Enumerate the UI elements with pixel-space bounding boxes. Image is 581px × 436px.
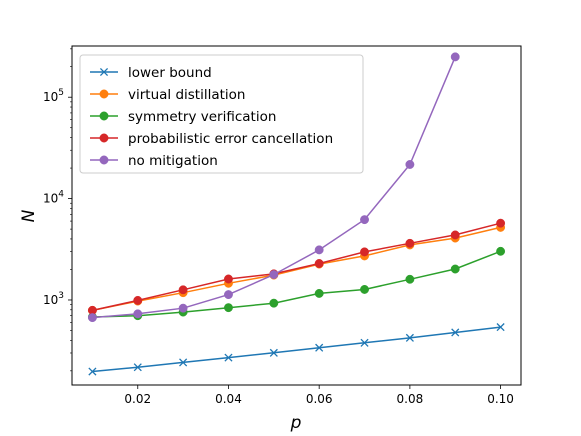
data-point	[451, 328, 460, 337]
legend-entry: lower bound	[90, 65, 212, 81]
data-point	[224, 353, 233, 362]
data-point	[450, 230, 460, 240]
series-lower-bound	[88, 323, 505, 376]
x-tick-label: 0.02	[124, 392, 151, 406]
legend-swatch-marker	[99, 133, 109, 143]
data-point	[496, 323, 505, 332]
series-line	[92, 226, 501, 312]
data-point	[179, 358, 188, 367]
data-point	[314, 288, 324, 298]
legend-entry: probabilistic error cancellation	[90, 131, 333, 147]
legend-swatch-marker	[99, 111, 109, 121]
legend-label: virtual distillation	[128, 87, 246, 103]
data-point	[87, 313, 97, 323]
plot-frame	[71, 45, 522, 386]
legend-label: lower bound	[128, 65, 212, 81]
y-tick-label: 104	[43, 190, 64, 206]
x-tick-label: 0.08	[397, 392, 424, 406]
y-axis: 103 104 105	[43, 48, 72, 372]
data-point	[269, 298, 279, 308]
data-point	[178, 303, 188, 313]
data-point	[224, 303, 233, 313]
legend: lower bound virtual distillation symmetry …	[79, 54, 364, 174]
data-point	[315, 343, 324, 352]
x-axis: 0.02 0.04 0.06 0.08 0.10	[124, 385, 514, 406]
data-point	[360, 285, 369, 294]
data-point	[405, 238, 415, 248]
data-point	[360, 338, 369, 347]
data-point	[496, 246, 506, 256]
legend-swatch-marker	[99, 89, 109, 99]
legend-entry: virtual distillation	[90, 87, 246, 103]
data-point	[224, 290, 233, 300]
x-axis-label: p	[290, 413, 302, 433]
plot-area	[87, 52, 506, 376]
x-tick-label: 0.06	[306, 392, 333, 406]
data-point	[269, 270, 279, 280]
data-point	[314, 245, 324, 255]
legend-label: symmetry verification	[128, 109, 276, 125]
data-point	[360, 215, 369, 225]
legend-entry: symmetry verification	[90, 109, 276, 125]
x-tick-label: 0.10	[487, 392, 514, 406]
data-point	[269, 348, 278, 357]
data-point	[405, 274, 415, 284]
data-point	[360, 247, 369, 257]
y-tick-label: 103	[43, 291, 64, 307]
series-no-mitigation	[87, 52, 460, 323]
legend-label: no mitigation	[128, 153, 218, 169]
data-point	[450, 264, 460, 274]
series-line	[92, 326, 501, 373]
legend-entry: no mitigation	[90, 153, 218, 169]
legend-label: probabilistic error cancellation	[128, 131, 333, 147]
data-point	[133, 309, 143, 319]
data-point	[178, 285, 188, 295]
data-point	[224, 274, 233, 284]
series-line	[92, 250, 501, 318]
data-point	[314, 259, 324, 268]
legend-swatch-marker	[99, 155, 109, 165]
data-point	[450, 52, 460, 62]
series-line	[92, 222, 501, 312]
data-point	[405, 160, 415, 169]
y-axis-label: N	[19, 209, 39, 222]
legend-swatch-marker	[99, 67, 109, 77]
data-point	[88, 367, 97, 376]
x-tick-label: 0.04	[215, 392, 242, 406]
y-tick-label: 105	[43, 88, 64, 104]
data-point	[133, 363, 142, 372]
data-point	[496, 218, 506, 228]
legend-box	[79, 54, 364, 174]
data-point	[133, 295, 143, 305]
data-point	[405, 333, 414, 342]
